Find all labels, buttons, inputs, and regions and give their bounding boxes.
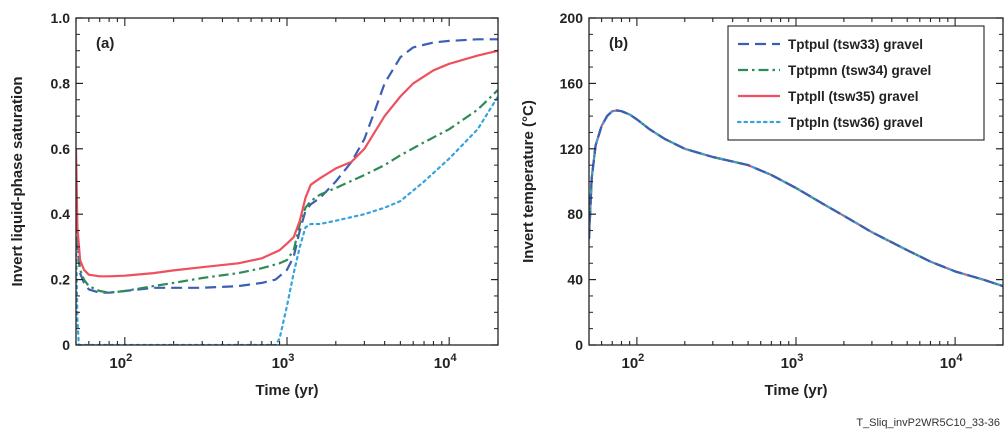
x-tick-label: 104 [434,352,458,372]
x-tick-label: 104 [940,352,964,372]
series-line-tptpmn [76,89,498,294]
y-tick-label: 160 [560,75,584,91]
chart-panel-a: 0 0.2 0.4 0.6 0.8 1.0 102 103 104 Time (yr) Invert… [9,10,499,399]
y-axis-label: Invert liquid-phase saturation [9,76,26,286]
panel-label: (b) [609,35,628,52]
legend-entry-label: Tptpmn (tsw34) gravel [788,63,931,78]
y-tick-label: 200 [560,10,584,26]
y-tick-label: 40 [567,272,583,288]
y-tick-label: 80 [567,206,583,222]
x-axis-label: Time (yr) [764,382,827,399]
y-tick-label: 120 [560,141,584,157]
series-line-tptpul [76,38,498,294]
y-axis-label: Invert temperature (°C) [520,100,537,263]
y-tick-label: 0.4 [51,206,71,222]
y-tick-label: 0.2 [51,272,71,288]
figure-id-label: T_Sliq_invP2WR5C10_33-36 [856,417,1000,429]
y-tick-label: 0 [575,337,583,353]
y-tick-label: 0 [62,337,70,353]
series-group [589,109,1003,288]
y-tick-label: 0.8 [51,75,71,91]
x-tick-label: 103 [781,352,804,372]
y-tick-label: 0.6 [51,141,71,157]
legend-entry-label: Tptpln (tsw36) gravel [788,115,923,130]
y-tick-label: 1.0 [51,10,71,26]
x-axis-label: Time (yr) [255,382,318,399]
legend-entry-label: Tptpll (tsw35) gravel [788,89,919,104]
series-line-tptpln [76,95,498,345]
legend: Tptpul (tsw33) gravel Tptpmn (tsw34) grav… [727,25,985,141]
x-tick-label: 102 [109,352,132,372]
x-tick-label: 103 [272,352,295,372]
series-line-tptpll [76,49,498,278]
series-line-tptpul [589,109,1003,288]
chart-panel-b: 0 40 80 120 160 200 102 103 104 Time (yr) Invert t… [520,10,1004,399]
series-group [76,38,498,345]
x-tick-label: 102 [621,352,644,372]
plot-frame [75,17,499,346]
legend-entry-label: Tptpul (tsw33) gravel [788,37,923,52]
panel-label: (a) [96,35,114,52]
